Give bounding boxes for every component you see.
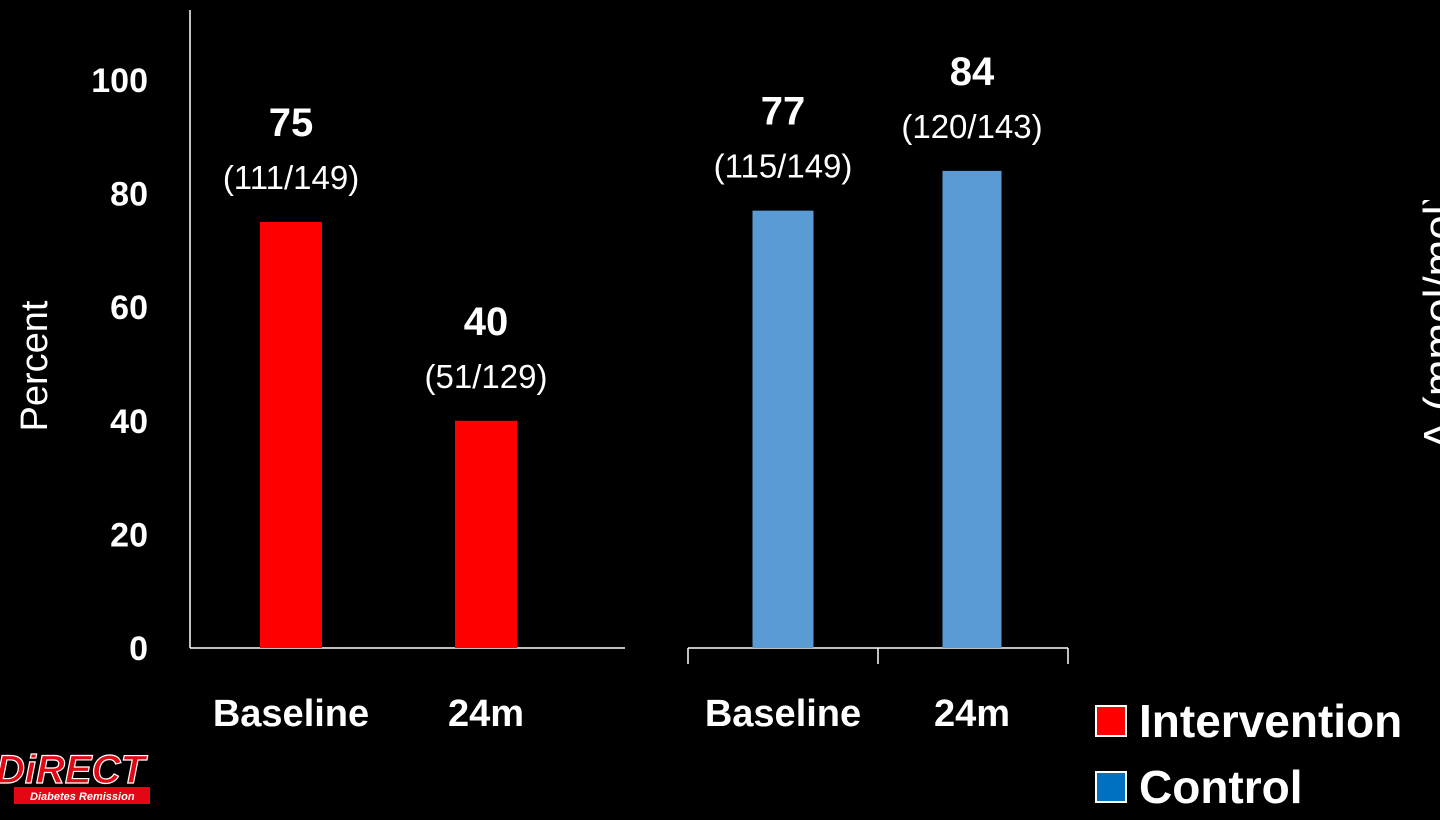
category-labels: Baseline 24m Baseline 24m	[213, 693, 1010, 735]
legend-label: Intervention	[1139, 695, 1403, 747]
legend: Intervention Control	[1095, 688, 1402, 820]
bar-fraction-label: (51/129)	[425, 358, 548, 395]
bar-fraction-label: (115/149)	[714, 148, 853, 185]
y-tick-label: 100	[91, 62, 148, 100]
right-chart-axis-label-text: Δ (mmol/mol)	[1415, 200, 1440, 450]
legend-swatch-control	[1095, 771, 1127, 803]
bar-labels: 75 (111/149) 40 (51/129) 77 (115/149) 84 (120/1…	[223, 50, 1043, 395]
bar-value-label: 40	[464, 300, 509, 344]
bar	[942, 170, 1002, 648]
y-axis-label: Percent	[14, 300, 56, 431]
x-category-label: Baseline	[705, 693, 861, 735]
legend-item-intervention: Intervention	[1095, 688, 1402, 754]
legend-label: Control	[1139, 761, 1303, 813]
x-category-label: 24m	[448, 693, 524, 735]
bar-value-label: 75	[269, 101, 314, 145]
bar	[455, 420, 517, 648]
y-tick-label: 80	[110, 176, 148, 214]
y-tick-label: 40	[110, 403, 148, 441]
y-tick-label: 0	[129, 630, 148, 668]
legend-item-control: Control	[1095, 754, 1402, 820]
bar-value-label: 77	[761, 90, 806, 134]
logo-subtitle: Diabetes Remission	[30, 791, 135, 803]
y-tick-labels: 0 20 40 60 80 100	[91, 62, 148, 668]
y-tick-label: 60	[110, 289, 148, 327]
right-chart-axis-label: Δ (mmol/mol)	[1405, 200, 1440, 470]
y-tick-label: 20	[110, 516, 148, 554]
x-category-label: Baseline	[213, 693, 369, 735]
bar	[752, 210, 814, 648]
x-category-label: 24m	[934, 693, 1010, 735]
bar-value-label: 84	[950, 50, 995, 94]
bar-fraction-label: (111/149)	[223, 159, 359, 196]
bar	[260, 222, 322, 648]
legend-swatch-intervention	[1095, 705, 1127, 737]
logo-band	[14, 787, 150, 804]
direct-logo: DiRECT Diabetes Remission	[0, 750, 150, 804]
bars	[260, 170, 1002, 648]
bar-fraction-label: (120/143)	[901, 108, 1042, 145]
logo-text: DiRECT	[0, 750, 148, 792]
